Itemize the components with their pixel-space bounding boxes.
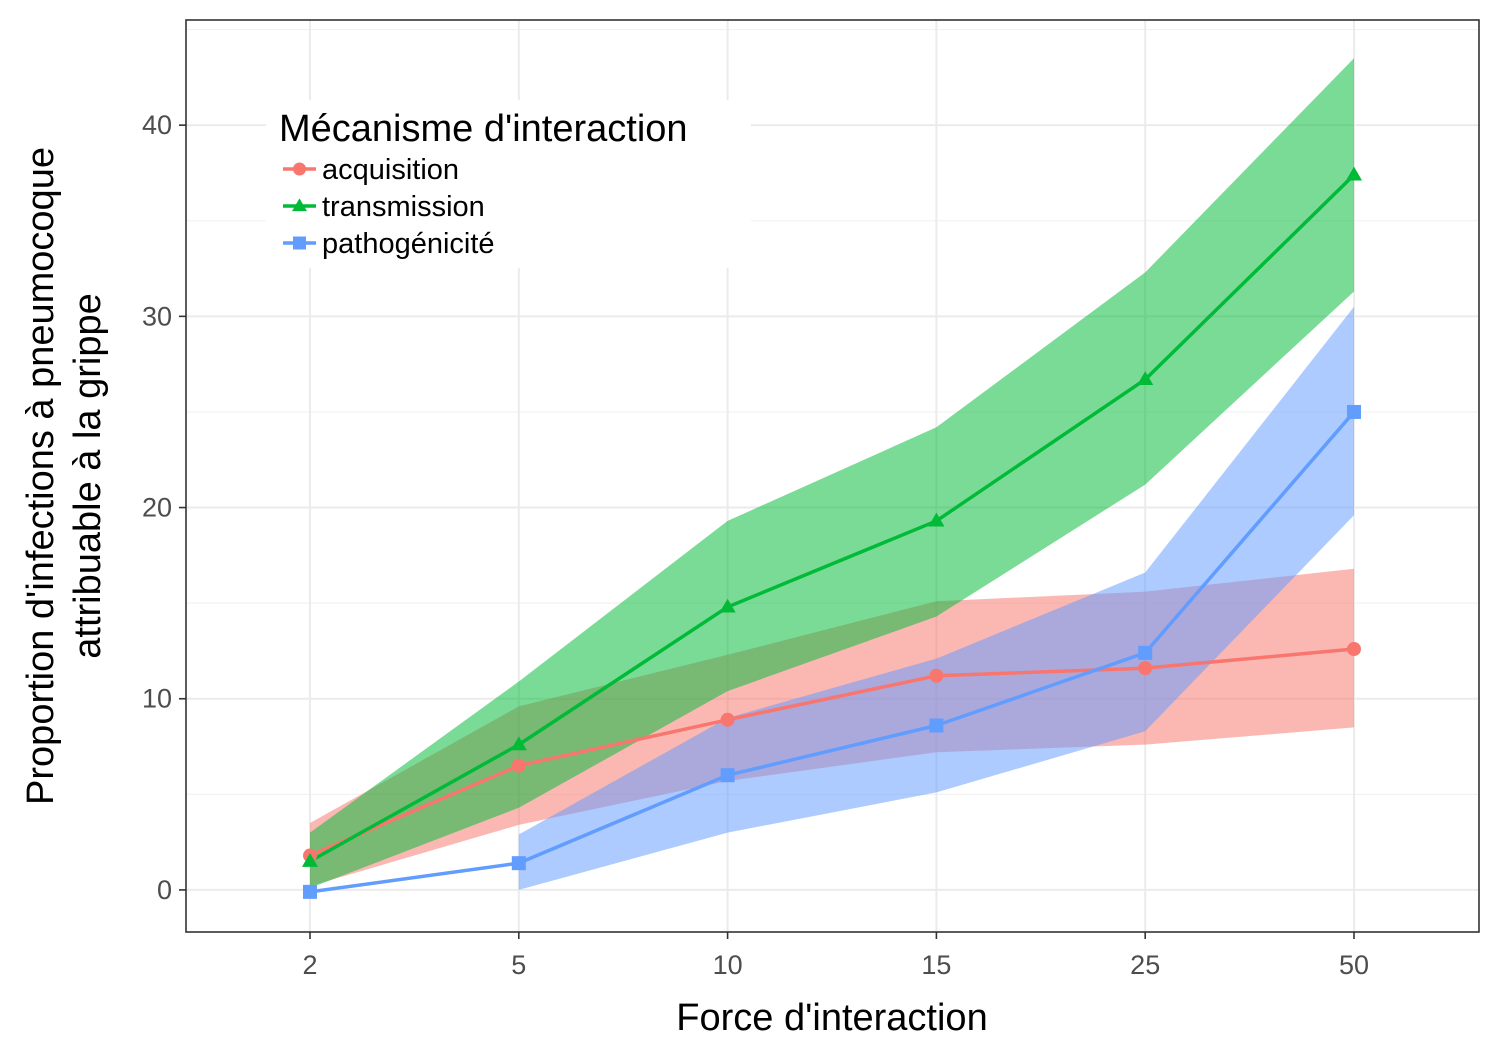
point-transmission-10 [719, 598, 736, 613]
point-pathogénicité-2 [303, 884, 317, 899]
x-axis-title: Force d'interaction [676, 997, 987, 1039]
point-transmission-15 [928, 512, 945, 527]
point-transmission-25 [1137, 371, 1154, 386]
legend-background [266, 100, 751, 268]
y-axis-title-line2: attribuable à la grippe [67, 293, 109, 658]
point-acquisition-10 [720, 712, 735, 727]
x-tick-label: 25 [1130, 950, 1160, 980]
series-markers [301, 166, 1363, 899]
point-pathogénicité-50 [1347, 404, 1361, 419]
legend-key-marker-pathogénicité [293, 236, 306, 250]
point-acquisition-5 [511, 758, 526, 773]
legend: Mécanisme d'interaction acquisition trans… [266, 100, 751, 268]
ribbon-transmission [310, 58, 1354, 889]
point-acquisition-15 [929, 668, 944, 683]
panel-border [185, 19, 1480, 933]
y-tick-label: 10 [142, 684, 172, 714]
x-tick-label: 15 [921, 950, 951, 980]
x-tick-label: 10 [713, 950, 743, 980]
point-transmission-50 [1345, 166, 1363, 181]
confidence-ribbons [310, 58, 1354, 890]
y-axis-title-line1: Proportion d'infections à pneumocoque [20, 147, 62, 805]
point-pathogénicité-5 [511, 856, 526, 871]
point-transmission-2 [301, 853, 319, 867]
legend-label-acquisition: acquisition [322, 154, 459, 186]
y-tick-label: 40 [142, 110, 172, 140]
point-acquisition-25 [1138, 661, 1153, 676]
x-tick-label: 5 [511, 950, 526, 980]
series-lines [309, 173, 1356, 894]
ribbon-pathogénicité [518, 306, 1354, 890]
point-pathogénicité-25 [1138, 645, 1153, 660]
line-acquisition [309, 647, 1355, 858]
legend-title: Mécanisme d'interaction [279, 108, 688, 150]
line-pathogénicité [309, 410, 1356, 894]
y-tick-label: 20 [142, 493, 172, 523]
point-pathogénicité-15 [929, 718, 944, 733]
y-tick-label: 30 [142, 301, 172, 331]
point-acquisition-50 [1347, 642, 1361, 657]
legend-label-transmission: transmission [322, 191, 485, 223]
legend-label-pathogénicité: pathogénicité [322, 228, 495, 260]
point-pathogénicité-10 [720, 768, 735, 783]
legend-key-marker-acquisition [293, 162, 306, 176]
point-transmission-5 [510, 736, 527, 751]
line-transmission [309, 173, 1356, 863]
legend-key-marker-transmission [292, 198, 307, 212]
x-tick-label: 2 [302, 950, 317, 980]
x-tick-label: 50 [1339, 950, 1369, 980]
y-tick-label: 0 [157, 875, 172, 905]
